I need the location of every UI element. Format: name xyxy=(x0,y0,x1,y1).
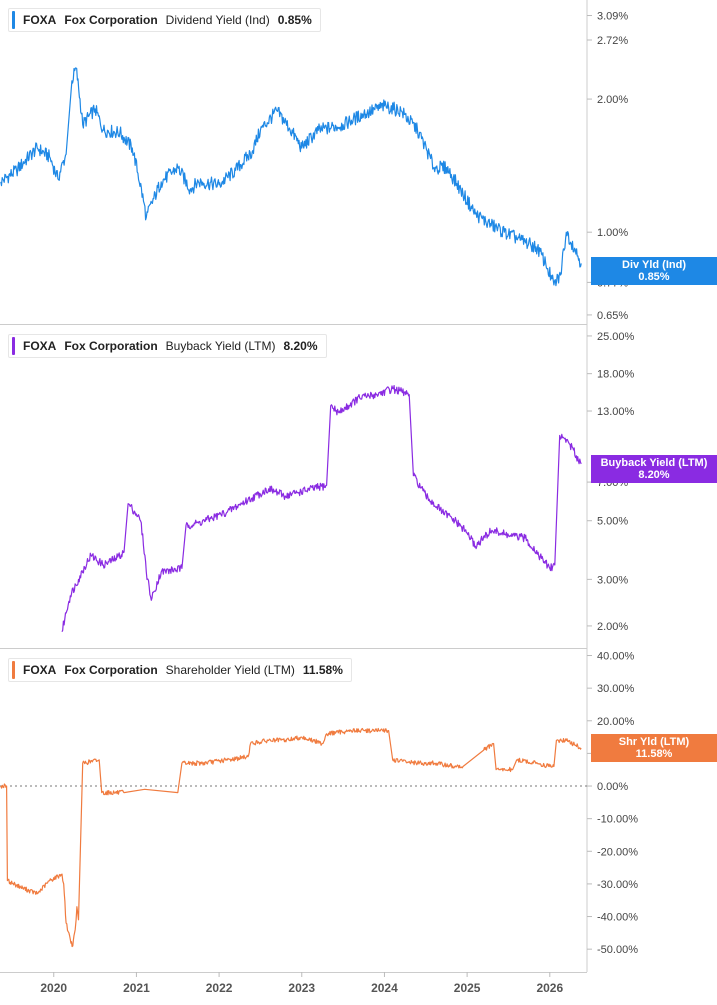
y-tick-label: -30.00% xyxy=(597,879,638,891)
x-tick-label: 2025 xyxy=(454,981,481,995)
legend-value: 0.85% xyxy=(277,13,312,27)
legend-value: 8.20% xyxy=(283,339,318,353)
series-line xyxy=(0,727,582,948)
y-tick-label: 13.00% xyxy=(597,406,635,418)
legend-company: Fox Corporation xyxy=(64,663,158,677)
x-axis: 2020 2021 2022 2023 2024 2025 2026 xyxy=(40,972,563,995)
legend-metric: Dividend Yield (Ind) xyxy=(165,13,270,27)
y-tick-label: -20.00% xyxy=(597,846,638,858)
x-tick-label: 2021 xyxy=(123,981,150,995)
y-tick-label: 2.00% xyxy=(597,94,628,106)
x-tick-label: 2024 xyxy=(371,981,398,995)
y-tick-label: 18.00% xyxy=(597,369,635,381)
value-tag-shareholder-yield: Shr Yld (LTM) 11.58% xyxy=(591,734,717,762)
legend-company: Fox Corporation xyxy=(64,339,158,353)
x-tick-label: 2023 xyxy=(288,981,315,995)
series-line xyxy=(0,67,582,287)
tag-title: Div Yld (Ind) xyxy=(622,259,686,271)
y-tick-label: 40.00% xyxy=(597,651,635,663)
tag-value: 8.20% xyxy=(638,469,670,481)
shareholder-yield-panel: 40.00%30.00%20.00%10.00%0.00%-10.00%-20.… xyxy=(0,651,638,956)
y-tick-label: 0.65% xyxy=(597,310,628,322)
y-tick-label: 30.00% xyxy=(597,683,635,695)
legend-dividend-yield: FOXA Fox Corporation Dividend Yield (Ind… xyxy=(8,8,321,32)
tag-title: Buyback Yield (LTM) xyxy=(600,457,708,469)
y-tick-label: 5.00% xyxy=(597,516,628,528)
y-tick-label: 1.00% xyxy=(597,227,628,239)
y-tick-label: 20.00% xyxy=(597,716,635,728)
y-tick-label: 2.72% xyxy=(597,35,628,47)
x-tick-label: 2022 xyxy=(206,981,233,995)
legend-metric: Buyback Yield (LTM) xyxy=(165,339,276,353)
y-tick-label: 2.00% xyxy=(597,621,628,633)
x-tick-label: 2020 xyxy=(40,981,67,995)
y-tick-label: 25.00% xyxy=(597,331,635,343)
legend-ticker: FOXA xyxy=(23,339,57,353)
legend-company: Fox Corporation xyxy=(64,13,158,27)
legend-metric: Shareholder Yield (LTM) xyxy=(165,663,295,677)
y-tick-label: -10.00% xyxy=(597,814,638,826)
tag-value: 11.58% xyxy=(635,748,673,760)
tag-value: 0.85% xyxy=(638,271,670,283)
y-tick-label: -40.00% xyxy=(597,912,638,924)
y-tick-label: 3.09% xyxy=(597,11,628,23)
y-tick-label: 0.00% xyxy=(597,781,628,793)
legend-swatch xyxy=(12,337,15,355)
legend-shareholder-yield: FOXA Fox Corporation Shareholder Yield (… xyxy=(8,658,352,682)
dividend-yield-panel: 3.09%2.72%2.00%1.00%0.77%0.65% xyxy=(0,11,628,322)
legend-swatch xyxy=(12,11,15,29)
series-line xyxy=(61,385,582,633)
legend-buyback-yield: FOXA Fox Corporation Buyback Yield (LTM)… xyxy=(8,334,327,358)
value-tag-dividend-yield: Div Yld (Ind) 0.85% xyxy=(591,257,717,285)
y-tick-label: 3.00% xyxy=(597,574,628,586)
legend-value: 11.58% xyxy=(302,663,343,677)
value-tag-buyback-yield: Buyback Yield (LTM) 8.20% xyxy=(591,455,717,483)
legend-swatch xyxy=(12,661,15,679)
legend-ticker: FOXA xyxy=(23,663,57,677)
tag-title: Shr Yld (LTM) xyxy=(618,736,690,748)
x-tick-label: 2026 xyxy=(536,981,563,995)
legend-ticker: FOXA xyxy=(23,13,57,27)
y-tick-label: -50.00% xyxy=(597,944,638,956)
